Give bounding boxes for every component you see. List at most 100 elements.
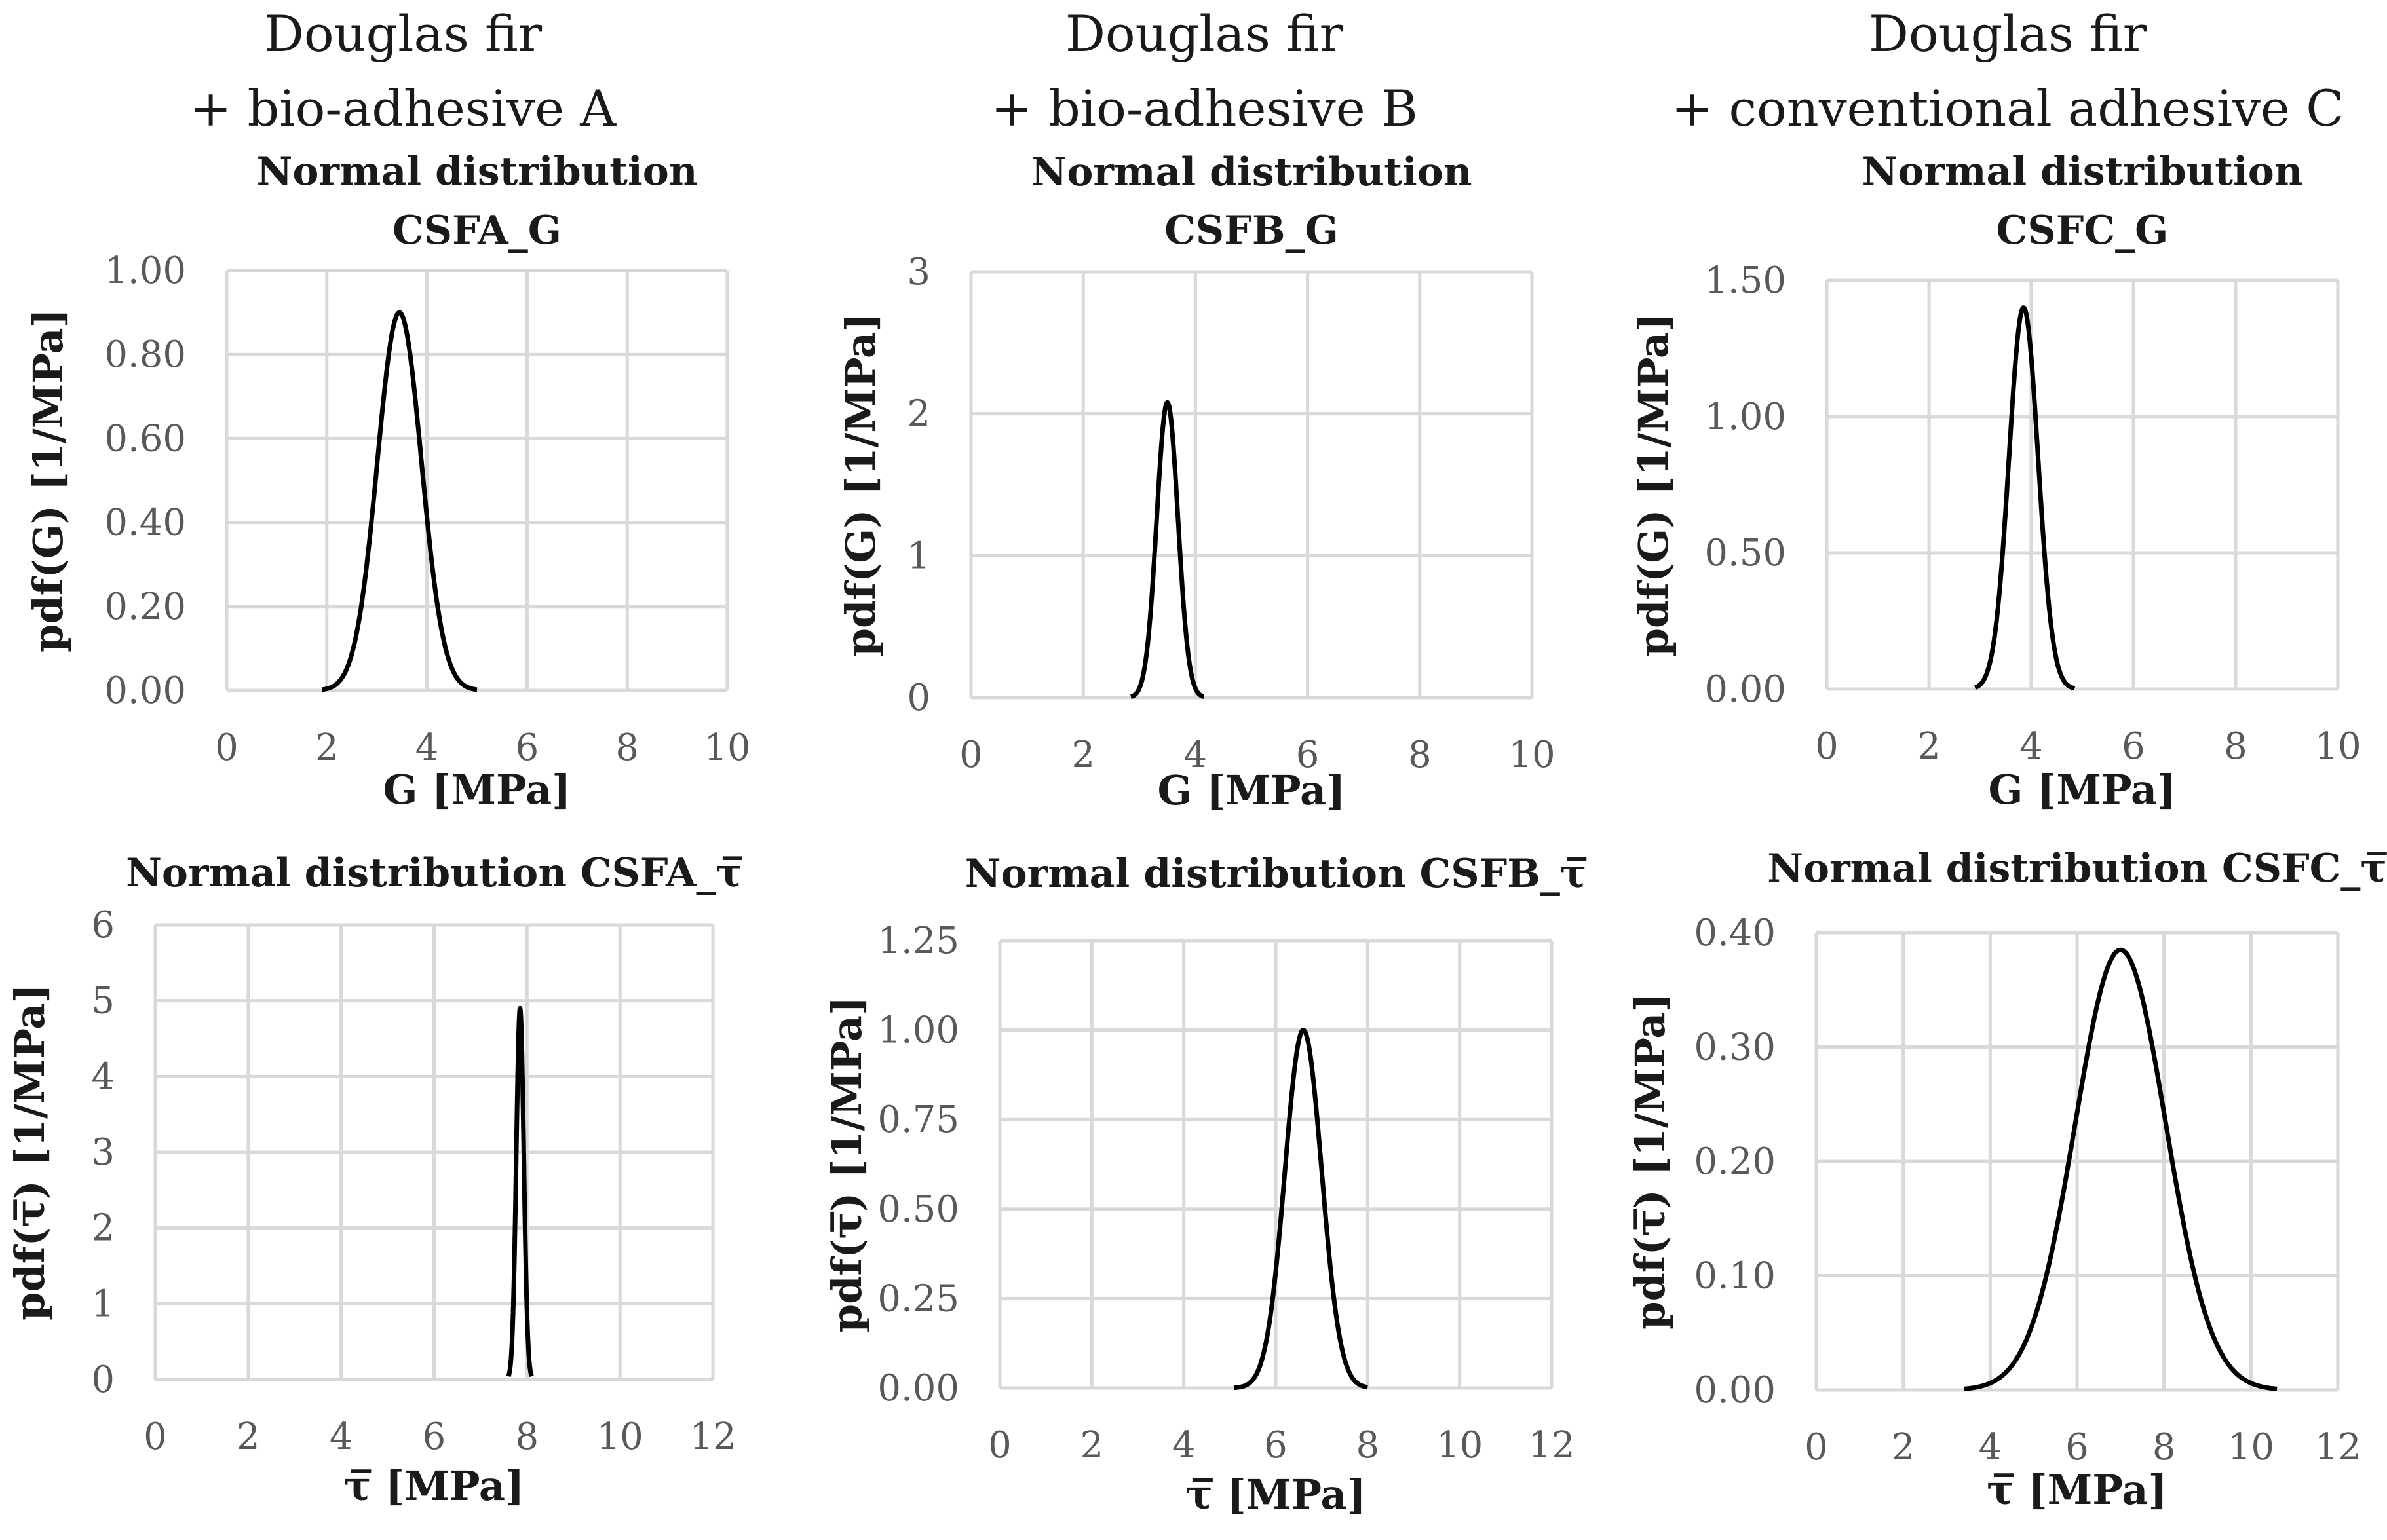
x-tick-label: 10 xyxy=(1508,734,1555,776)
y-tick-label: 0.00 xyxy=(877,1367,959,1410)
x-tick-label: 10 xyxy=(597,1416,643,1458)
x-tick-label: 2 xyxy=(1080,1424,1104,1467)
y-axis-label: pdf(G) [1/MPa] xyxy=(1630,313,1677,657)
y-axis-label: pdf(G) [1/MPa] xyxy=(837,313,885,657)
series-line-csfc-tau xyxy=(1963,947,2278,1391)
y-tick-label: 3 xyxy=(91,1131,115,1174)
chart-title: Normal distribution xyxy=(1862,149,2303,195)
x-tick-label: 10 xyxy=(704,726,750,769)
x-tick-label: 8 xyxy=(1408,734,1432,776)
x-tick-label: 0 xyxy=(988,1424,1012,1467)
x-tick-label: 6 xyxy=(423,1416,446,1458)
y-tick-label: 1.00 xyxy=(877,1009,959,1052)
y-tick-label: 0 xyxy=(907,677,930,719)
x-tick-label: 6 xyxy=(2122,725,2145,768)
x-tick-label: 2 xyxy=(315,726,339,769)
chart-panel-csfb-g: Normal distribution CSFB_G 0 2 4 6 8 10 0 1 2 3 G [M… xyxy=(837,149,1556,814)
column-title-line1: Douglas fir xyxy=(1869,5,2147,63)
x-tick-label: 12 xyxy=(2314,1426,2361,1469)
x-tick-label: 0 xyxy=(143,1416,167,1458)
y-axis-label: pdf(τ̅) [1/MPa] xyxy=(823,996,871,1333)
x-axis-label: G [MPa] xyxy=(383,766,571,814)
y-tick-label: 0.20 xyxy=(1694,1140,1776,1183)
x-tick-label: 8 xyxy=(1356,1424,1380,1467)
chart-title: Normal distribution CSFC_τ̅ xyxy=(1767,846,2387,892)
x-tick-label: 2 xyxy=(1892,1426,1915,1469)
series-line-csfa-tau xyxy=(506,1005,534,1379)
y-tick-label: 0.00 xyxy=(104,669,186,712)
y-tick-label: 0.20 xyxy=(104,586,186,628)
y-tick-label: 2 xyxy=(91,1207,115,1250)
column-title-line1: Douglas fir xyxy=(1065,5,1344,63)
chart-title: Normal distribution xyxy=(257,149,698,195)
y-tick-label: 6 xyxy=(91,904,115,947)
x-axis-label: τ̅ [MPa] xyxy=(344,1462,525,1510)
x-axis-label: G [MPa] xyxy=(1158,766,1346,814)
x-tick-label: 2 xyxy=(1071,734,1095,776)
column-title-line2: + bio-adhesive A xyxy=(190,79,617,138)
y-tick-label: 4 xyxy=(91,1055,115,1098)
y-axis-label: pdf(τ̅) [1/MPa] xyxy=(6,984,54,1321)
chart-panel-csfc-g: Normal distribution CSFC_G 0 2 4 6 8 10 0.00 0.50… xyxy=(1630,149,2361,814)
y-tick-label: 3 xyxy=(907,251,930,293)
x-axis-label: τ̅ [MPa] xyxy=(1185,1471,1366,1518)
x-tick-label: 10 xyxy=(2228,1426,2274,1469)
x-axis-label: τ̅ [MPa] xyxy=(1987,1466,2167,1514)
y-tick-label: 0.25 xyxy=(877,1277,959,1320)
chart-title: CSFA_G xyxy=(392,208,562,254)
y-tick-label: 0.00 xyxy=(1704,668,1786,711)
x-tick-label: 4 xyxy=(415,726,439,769)
y-axis-label: pdf(G) [1/MPa] xyxy=(24,309,72,652)
x-tick-label: 8 xyxy=(615,726,639,769)
x-tick-label: 10 xyxy=(1436,1424,1483,1467)
x-tick-label: 6 xyxy=(516,726,539,769)
chart-title: Normal distribution CSFB_τ̅ xyxy=(965,851,1587,897)
x-tick-label: 12 xyxy=(1528,1424,1575,1467)
x-axis-label: G [MPa] xyxy=(1989,766,2177,814)
x-tick-label: 6 xyxy=(2065,1426,2089,1469)
column-title-line1: Douglas fir xyxy=(264,5,543,63)
x-tick-label: 8 xyxy=(2224,725,2247,768)
x-tick-label: 0 xyxy=(1805,1426,1828,1469)
chart-title: Normal distribution CSFA_τ̅ xyxy=(126,850,742,896)
chart-panel-csfc-tau: Normal distribution CSFC_τ̅ 0 2 4 6 8 10 12 0.00… xyxy=(1626,846,2387,1514)
x-tick-label: 10 xyxy=(2314,725,2361,768)
x-tick-label: 4 xyxy=(1979,1426,2002,1469)
y-tick-label: 1.00 xyxy=(1704,396,1786,438)
y-axis-label: pdf(τ̅) [1/MPa] xyxy=(1626,993,1674,1330)
chart-title: CSFB_G xyxy=(1164,208,1339,254)
y-tick-label: 0.50 xyxy=(877,1188,959,1231)
y-tick-label: 1 xyxy=(907,535,930,577)
x-tick-label: 2 xyxy=(237,1416,260,1458)
chart-panel-csfa-tau: Normal distribution CSFA_τ̅0 2 4 6 8 10 120123… xyxy=(6,850,742,1510)
x-tick-label: 4 xyxy=(330,1416,353,1458)
series-line-csfb-tau xyxy=(1232,1028,1369,1390)
series-line-csfc-g xyxy=(1973,305,2077,691)
x-tick-label: 4 xyxy=(1172,1424,1196,1467)
y-tick-label: 0.10 xyxy=(1694,1255,1776,1298)
x-tick-label: 6 xyxy=(1296,734,1320,776)
x-tick-label: 4 xyxy=(1184,734,1208,776)
y-tick-label: 5 xyxy=(91,980,115,1023)
x-tick-label: 8 xyxy=(2152,1426,2176,1469)
y-tick-label: 0.60 xyxy=(104,417,186,460)
y-tick-label: 1.50 xyxy=(1704,259,1786,302)
x-tick-label: 6 xyxy=(1264,1424,1288,1467)
y-tick-label: 0.80 xyxy=(104,333,186,376)
x-tick-label: 4 xyxy=(2019,725,2043,768)
y-tick-label: 0 xyxy=(91,1359,115,1401)
y-tick-label: 0.40 xyxy=(1694,912,1776,954)
x-tick-label: 0 xyxy=(959,734,983,776)
x-tick-label: 2 xyxy=(1917,725,1941,768)
y-tick-label: 1.00 xyxy=(104,250,186,292)
y-tick-label: 1.25 xyxy=(877,920,959,962)
y-tick-label: 0.40 xyxy=(104,502,186,544)
series-line-csfa-g xyxy=(320,310,479,692)
y-tick-label: 0.75 xyxy=(877,1099,959,1141)
chart-title: Normal distribution xyxy=(1031,149,1472,195)
y-tick-label: 1 xyxy=(91,1283,115,1325)
chart-panel-csfa-g: Normal distribution CSFA_G 0 2 4 6 8 10 0.00 0.20… xyxy=(24,149,751,814)
y-tick-label: 0.00 xyxy=(1694,1369,1776,1412)
y-tick-label: 0.30 xyxy=(1694,1026,1776,1069)
column-title-line2: + conventional adhesive C xyxy=(1671,79,2344,138)
